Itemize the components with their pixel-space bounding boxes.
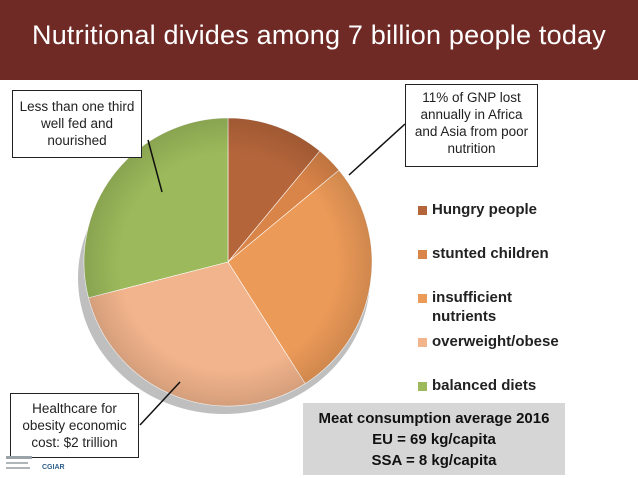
meat-box-line-1: Meat consumption average 2016 xyxy=(318,410,550,427)
callout-healthcare-text: Healthcare for obesity economic cost: $2… xyxy=(22,401,127,450)
callout-gnp-loss: 11% of GNP lost annually in Africa and A… xyxy=(405,84,538,167)
cgiar-logo: CGIAR xyxy=(6,452,66,476)
legend-label: overweight/obese xyxy=(432,333,559,350)
logo-text: CGIAR xyxy=(42,464,65,471)
legend-label: stunted children xyxy=(432,245,549,262)
callout-gnp-loss-text: 11% of GNP lost annually in Africa and A… xyxy=(414,90,529,156)
callout-healthcare: Healthcare for obesity economic cost: $2… xyxy=(10,393,139,458)
legend-swatch-balanced-diets xyxy=(418,382,427,391)
callout-line-gnp xyxy=(348,123,406,176)
meat-box-line-3: SSA = 8 kg/capita xyxy=(371,452,497,469)
logo-mark-icon xyxy=(6,456,32,469)
pie-shade-overlay xyxy=(84,118,372,406)
callout-well-fed-text: Less than one third well fed and nourish… xyxy=(19,99,135,148)
title-bar: Nutritional divides among 7 billion peop… xyxy=(0,0,638,80)
callout-well-fed: Less than one third well fed and nourish… xyxy=(12,90,142,158)
legend-label: Hungry people xyxy=(432,201,538,218)
legend-swatch-insufficient-nutrients xyxy=(418,294,427,303)
legend-label: balanced diets xyxy=(432,377,537,394)
legend-swatch-overweight-obese xyxy=(418,338,427,347)
slide-title: Nutritional divides among 7 billion peop… xyxy=(32,20,606,50)
callout-line-well-fed xyxy=(147,139,163,193)
meat-consumption-box: Meat consumption average 2016 EU = 69 kg… xyxy=(303,403,565,475)
meat-box-line-2: EU = 69 kg/capita xyxy=(372,431,496,448)
callout-line-healthcare xyxy=(139,381,181,426)
legend-swatch-hungry-people xyxy=(418,206,427,215)
legend-swatch-stunted-children xyxy=(418,250,427,259)
legend-label: insufficient nutrients xyxy=(432,289,513,325)
